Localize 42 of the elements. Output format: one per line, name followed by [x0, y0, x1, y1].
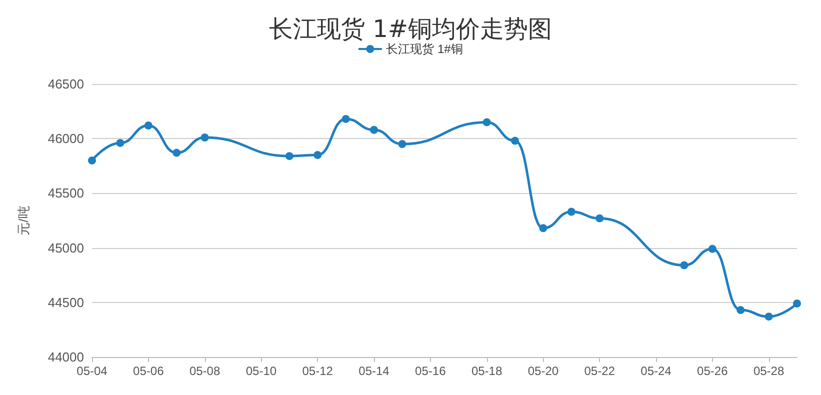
x-tick-label: 05-14 [358, 364, 390, 378]
y-tick-label: 45500 [48, 186, 84, 201]
y-tick-label: 45000 [48, 240, 84, 256]
point [398, 140, 406, 148]
x-tick-label: 05-06 [133, 364, 164, 378]
point [764, 312, 773, 321]
x-tick-label: 05-04 [76, 364, 108, 378]
x-tick-label: 05-10 [246, 364, 277, 378]
y-tick-label: 44500 [48, 294, 84, 310]
x-tick-label: 05-22 [584, 364, 616, 378]
point [680, 261, 688, 270]
point [708, 244, 716, 253]
y-tick-label: 46000 [48, 131, 84, 146]
point [482, 118, 491, 126]
x-tick-label: 05-24 [640, 364, 672, 378]
point [736, 306, 745, 314]
x-tick-label: 05-12 [302, 364, 334, 378]
point [596, 214, 604, 222]
x-tick-label: 05-20 [528, 364, 559, 378]
point [172, 148, 181, 157]
point [88, 156, 96, 164]
point [342, 114, 350, 123]
point [144, 122, 152, 130]
y-tick-label: 46500 [48, 76, 84, 92]
point [314, 150, 322, 159]
x-tick-label: 05-26 [697, 364, 728, 378]
point [370, 126, 378, 134]
point [116, 138, 124, 147]
x-tick-label: 05-16 [415, 364, 446, 378]
x-tick-label: 05-08 [189, 364, 220, 378]
point [200, 134, 209, 142]
x-tick-label: 05-18 [471, 364, 502, 378]
point [539, 224, 548, 232]
y-axis-title: 元/吨 [16, 206, 31, 236]
point [285, 152, 294, 160]
x-tick-label: 05-28 [753, 364, 784, 378]
point [793, 299, 801, 308]
chart-title: 长江现货 1#铜均价走势图 [268, 15, 552, 43]
legend-label: 长江现货 1#铜 [386, 42, 463, 56]
point [567, 208, 576, 216]
y-tick-label: 44000 [48, 350, 84, 364]
point [511, 136, 519, 145]
